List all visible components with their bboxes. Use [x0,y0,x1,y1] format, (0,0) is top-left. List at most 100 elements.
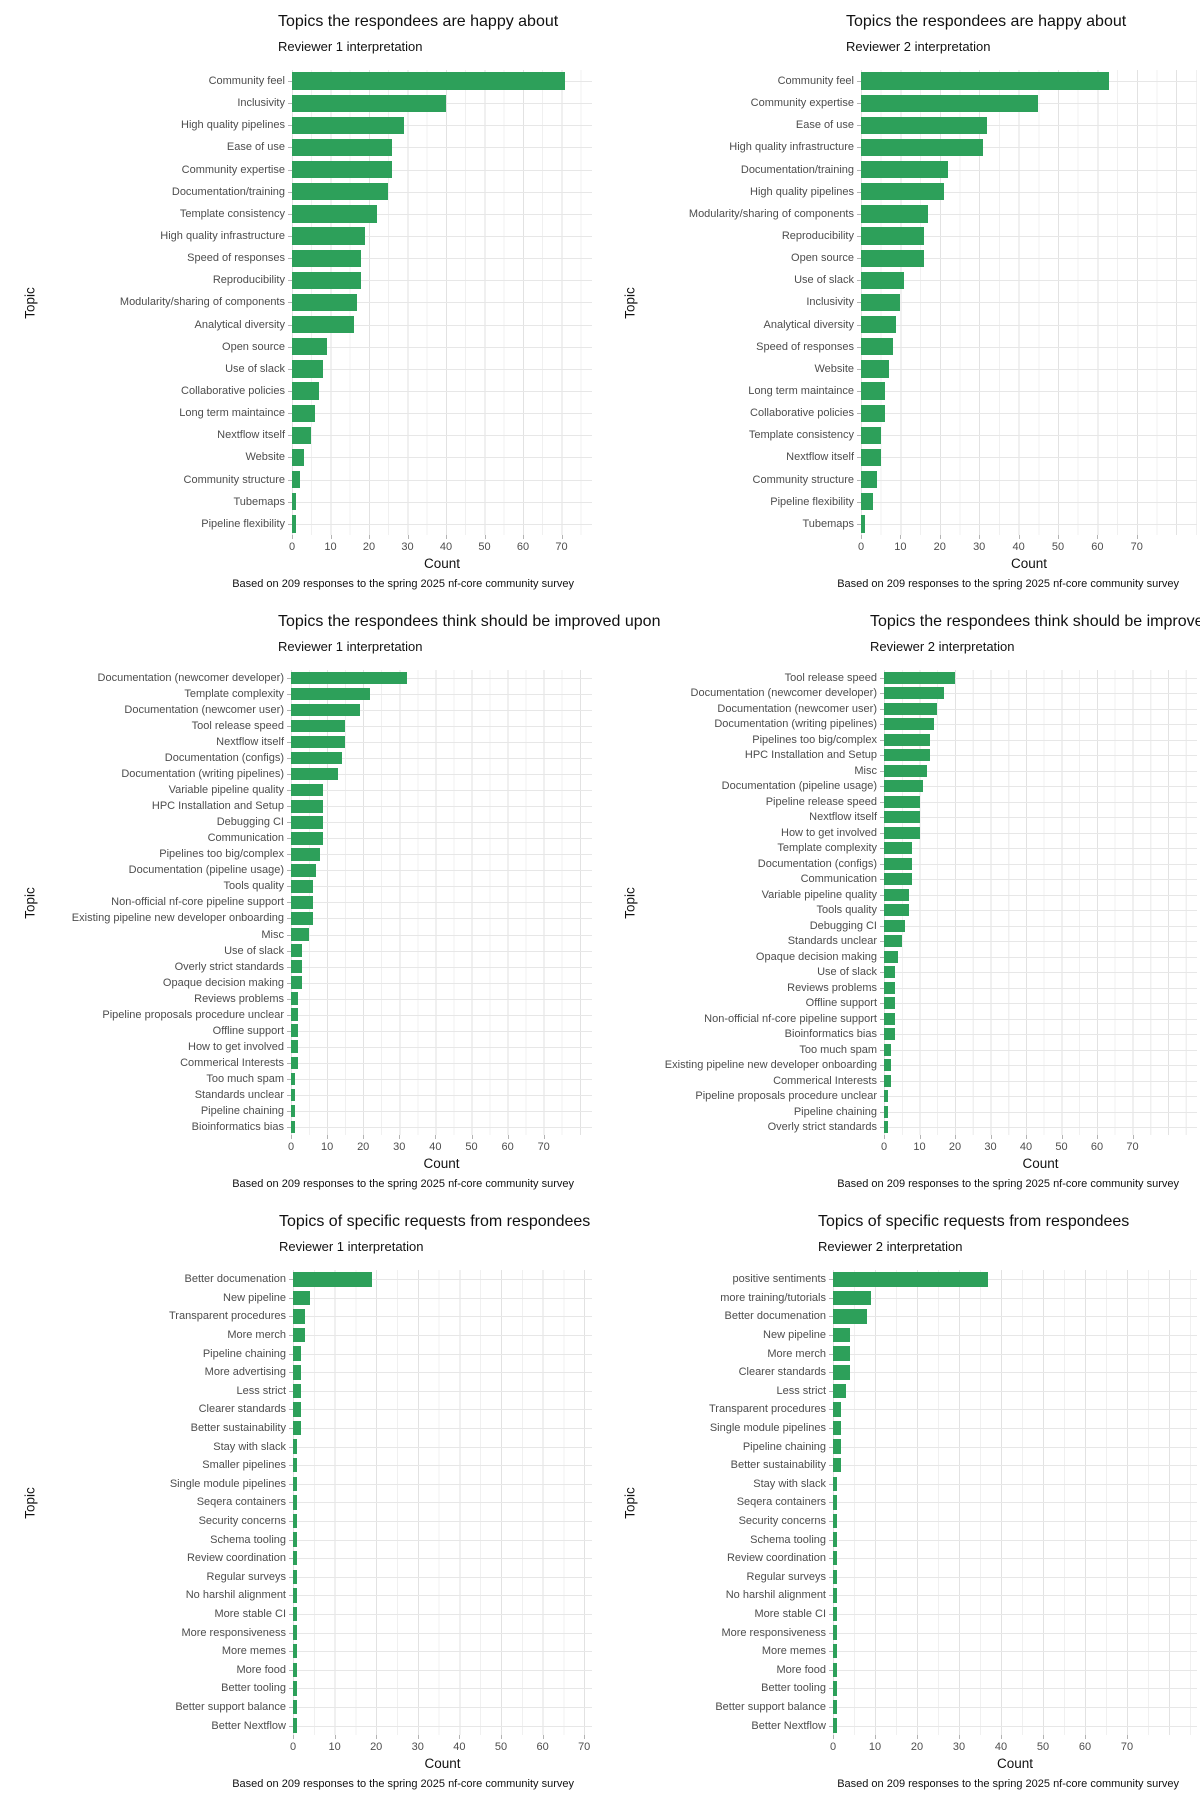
bar-row [829,1660,1197,1679]
bar [293,1457,298,1473]
y-gridline [293,1335,592,1337]
y-tick-mark [288,236,292,238]
category-label: Nextflow itself [216,736,284,749]
bar-row [880,701,1197,717]
y-tick-mark [880,755,884,757]
bar [292,426,312,444]
category-label: Pipeline chaining [793,1105,877,1118]
y-gridline [833,1297,1197,1299]
bar [861,338,893,356]
y-tick-mark [287,838,291,840]
bar [293,1550,298,1566]
bar-row [289,1326,592,1345]
bar-row [880,965,1197,981]
chart-title: Topics of specific requests from respond… [279,1213,591,1230]
bar-row [287,1087,592,1103]
y-gridline [291,758,592,760]
bar [861,448,881,467]
x-tick-mark [917,1735,918,1739]
y-tick-mark [829,1372,833,1374]
bar [884,935,902,948]
category-label: Documentation (newcomer user) [124,704,284,717]
category-label: Better support balance [175,1700,286,1713]
y-gridline [292,213,592,215]
bar [291,896,313,909]
x-tick-mark [1026,1135,1027,1139]
bar-row [829,1679,1197,1698]
x-tick-mark [292,535,293,539]
bar [861,161,948,179]
bar-row [880,856,1197,872]
bar-row [287,975,592,991]
bar-row [857,247,1197,269]
y-gridline [861,213,1197,215]
x-tick-mark [1061,1135,1063,1139]
category-label: More memes [761,1645,826,1658]
category-label: Documentation (newcomer developer) [97,672,284,685]
y-gridline [861,258,1197,260]
category-label: Better Nextflow [751,1719,826,1732]
y-gridline [861,368,1197,370]
bar [861,271,905,289]
y-tick-mark [289,1279,293,1281]
y-gridline [292,457,592,459]
y-gridline [291,790,592,792]
y-tick-mark [829,1409,833,1411]
bar-row [829,1475,1197,1494]
bar [291,832,324,845]
bar [861,382,885,400]
bar [833,1272,989,1287]
bar [292,293,358,312]
y-gridline [884,801,1197,803]
y-tick-mark [287,774,291,776]
bar-row [289,1586,592,1605]
bar-row [857,291,1197,313]
x-tick-mark [1127,1735,1128,1739]
bar-row [287,878,592,894]
y-gridline [291,950,592,952]
y-tick-mark [287,1062,291,1064]
category-label: Pipeline chaining [200,1104,284,1117]
y-tick-mark [880,910,884,912]
category-label: Variable pipeline quality [168,784,284,797]
x-tick-label: 0 [857,541,865,553]
bar [293,1643,298,1659]
y-gridline [291,806,592,808]
bar [833,1662,838,1678]
x-tick-label: 20 [948,1141,962,1153]
category-label: Website [814,362,854,375]
bar [292,271,362,289]
bar-row [829,1382,1197,1401]
y-axis-labels: Tool release speed Documentation (newcome… [600,670,884,1135]
x-tick-mark [900,535,902,539]
x-tick-label: 50 [1051,541,1065,553]
bar-row [880,918,1197,934]
bar-row [288,446,592,468]
category-label: Review coordination [726,1552,826,1565]
bar [861,293,901,312]
bar [884,919,906,932]
bar [884,950,899,963]
bar-row [287,830,592,846]
bar [884,1012,895,1025]
y-tick-mark [857,81,861,83]
y-gridline [861,324,1197,326]
bar [861,426,881,444]
bar [291,816,324,829]
y-tick-mark [829,1483,833,1485]
bar-row [829,1530,1197,1549]
y-tick-mark [857,213,861,215]
y-tick-mark [288,457,292,459]
y-tick-mark [287,758,291,760]
bar [292,315,354,334]
y-gridline [861,236,1197,238]
y-tick-mark [287,998,291,1000]
y-gridline [292,258,592,260]
plot-panel [880,670,1197,1135]
category-label: Inclusivity [237,97,285,110]
bar [293,1327,306,1343]
y-gridline [884,832,1197,834]
y-tick-mark [289,1595,293,1597]
category-label: HPC Installation and Setup [151,800,284,813]
category-label: Schema tooling [210,1533,286,1546]
